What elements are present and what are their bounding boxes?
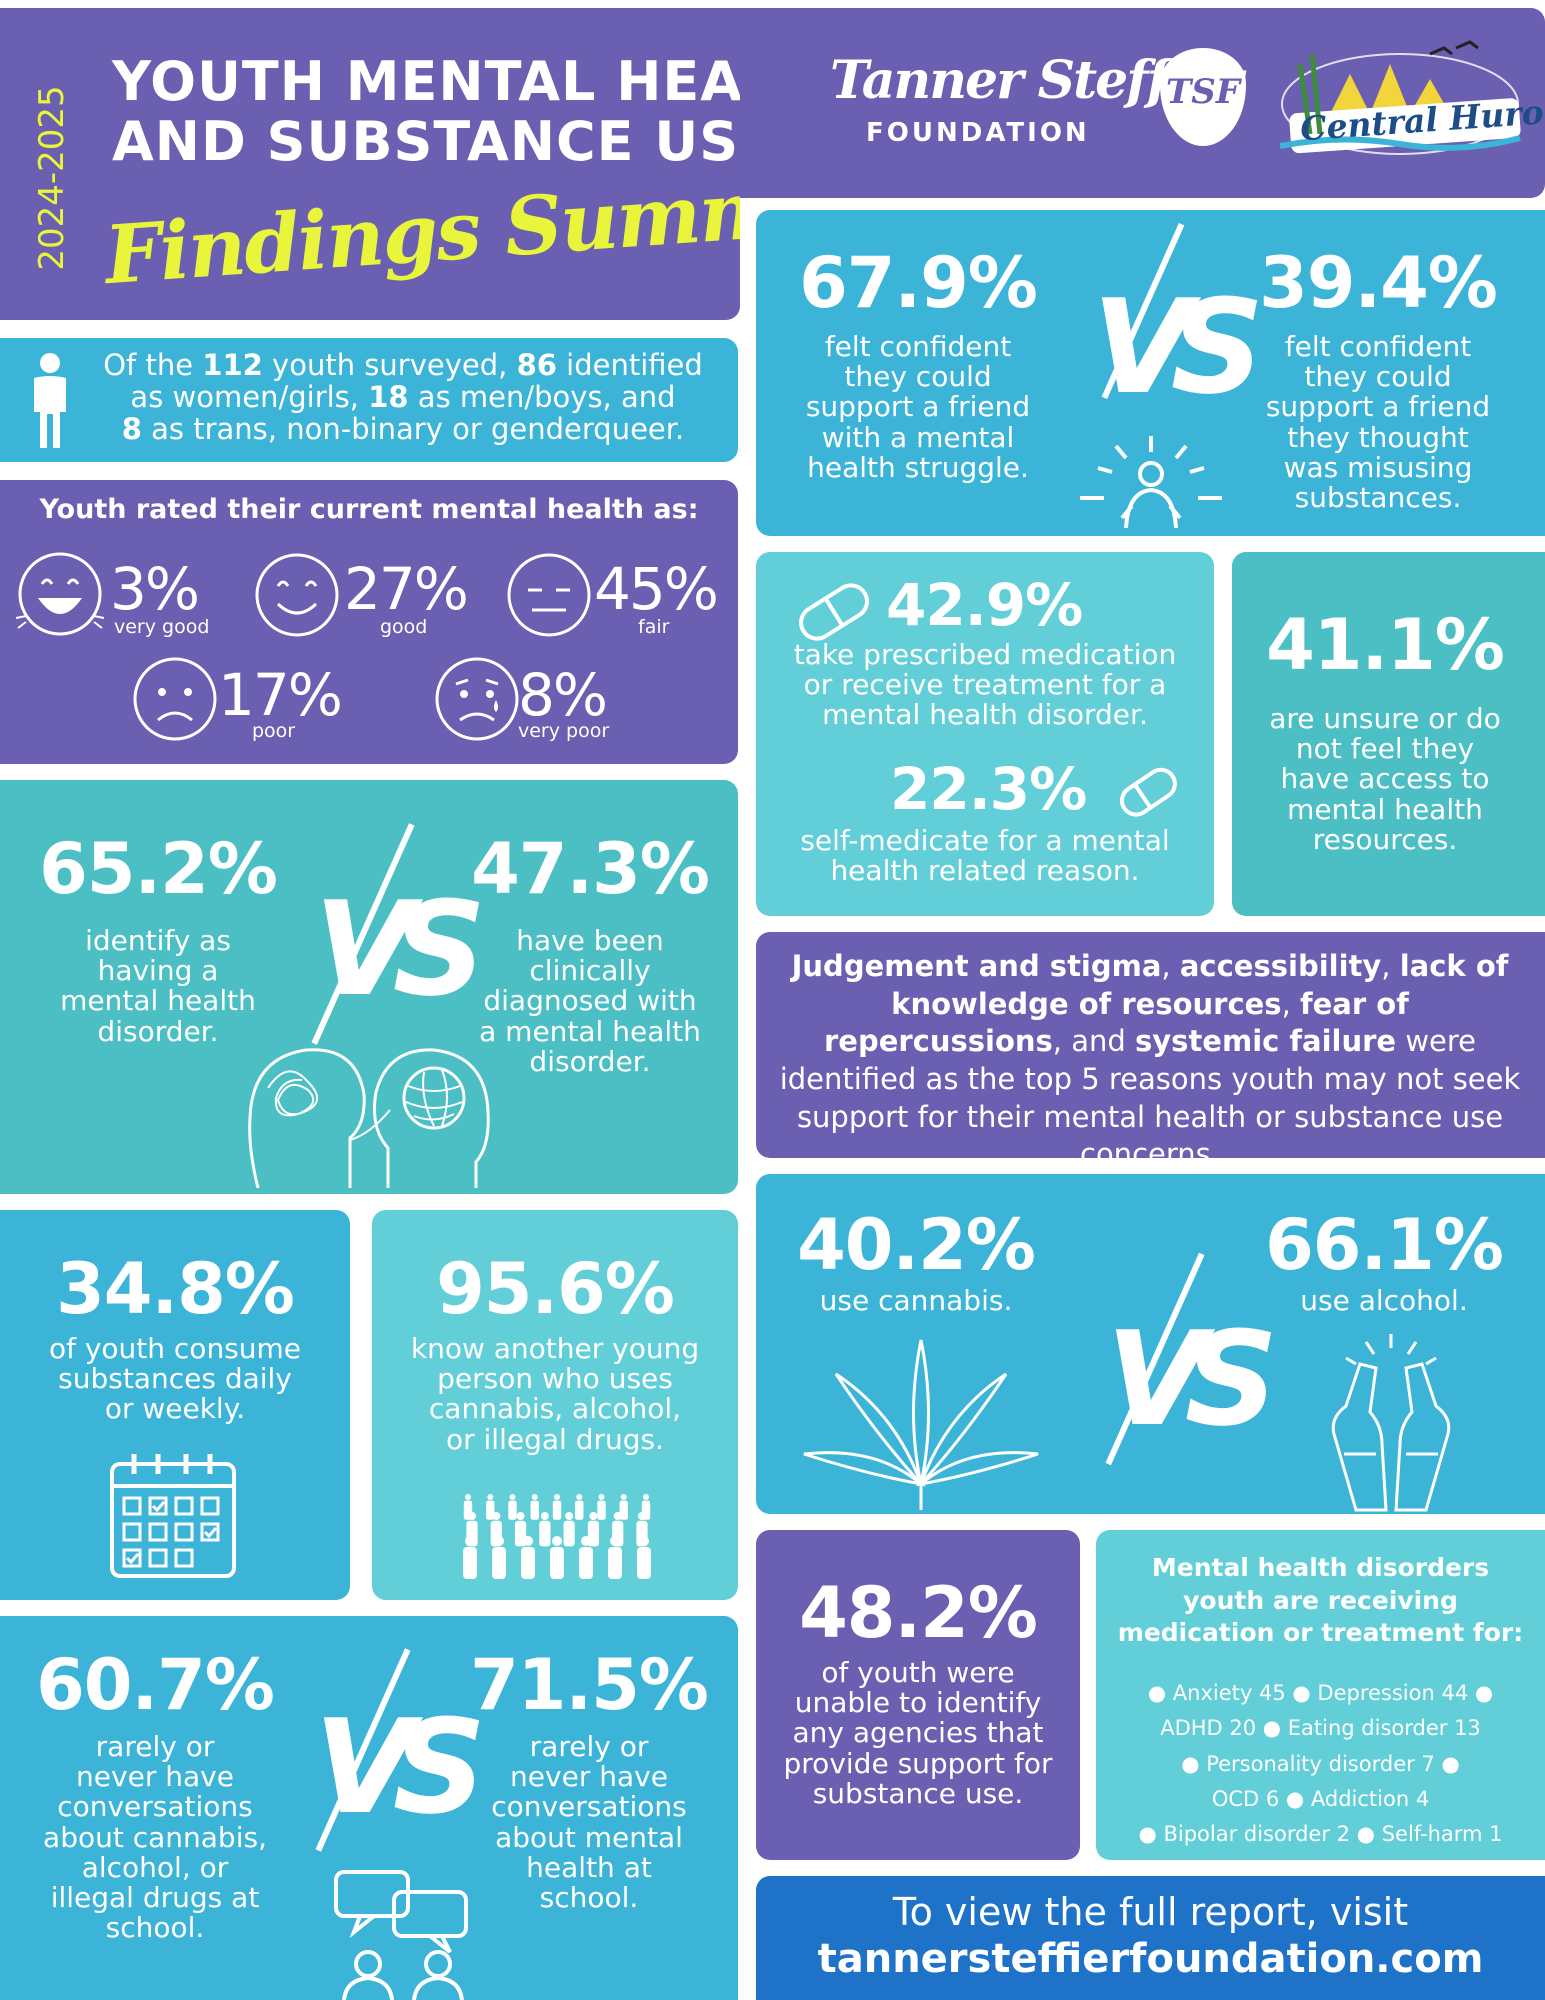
know-text: know another young person who uses cannabi…	[410, 1332, 700, 1456]
sad-face-icon	[133, 657, 217, 741]
rating-label-poor: poor	[252, 720, 296, 742]
disorders-list-line: ADHD 20 ● Eating disorder 13	[1160, 1716, 1481, 1741]
bottles-cheers-icon	[1331, 1334, 1451, 1512]
disorders-list-line: ● Bipolar disorder 2 ● Self-harm 1	[1138, 1822, 1503, 1847]
crowd-icon	[463, 1494, 651, 1579]
footer-card: To view the full report, visit tannerste…	[756, 1876, 1545, 2000]
daily-card: 34.8% of youth consume substances daily or…	[0, 1210, 350, 1600]
rating-pct-poor: 17%	[218, 661, 343, 729]
confident-person-icon	[1080, 436, 1222, 529]
rating-pct-very-poor: 8%	[518, 661, 608, 729]
survey-text: Of the 112 youth surveyed, 86 identified…	[103, 348, 703, 446]
medication-text-2: self-medicate for a mental health related…	[800, 824, 1170, 888]
reason-3: lack of knowledge of resources	[891, 949, 1509, 1021]
conversations-card: 60.7% rarely or never have conversations ab…	[0, 1616, 738, 2000]
subtitle: Findings Summary	[101, 151, 740, 303]
vs-label: VS	[1106, 1303, 1278, 1455]
header-title-block: 2024-2025 YOUTH MENTAL HEALTH AND SUBSTA…	[0, 8, 740, 320]
substance-card: 40.2% use cannabis. VS 66.1% use alcohol…	[756, 1174, 1545, 1514]
central-huron-emblem-icon	[1279, 40, 1521, 155]
disorders-card: Mental health disorders youth are receivi…	[1096, 1530, 1545, 1860]
disorders-list-line: ● Anxiety 45 ● Depression 44 ●	[1147, 1681, 1494, 1705]
neutral-face-icon	[507, 553, 591, 637]
disorders-title: Mental health disorders youth are receivi…	[1117, 1553, 1524, 1647]
daily-text: of youth consume substances daily or weekl…	[48, 1332, 302, 1426]
disorders-list-line: OCD 6 ● Addiction 4	[1211, 1786, 1430, 1811]
tsf-logo: Tanner Steffler FOUNDATION TSF	[830, 48, 1250, 160]
disorders-list: ● Anxiety 45 ● Depression 44 ● ADHD 20 ●…	[1096, 1676, 1545, 1852]
disorder-card: 65.2% identify as having a mental health di…	[0, 780, 738, 1194]
conversations-left-text: rarely or never have conversations about ca…	[43, 1730, 267, 1945]
rating-card: Youth rated their current mental health …	[0, 480, 738, 764]
central-huron-logo: Central Huron	[1270, 34, 1545, 162]
tsf-badge-text: TSF	[1166, 72, 1240, 112]
conversations-right-pct: 71.5%	[470, 1644, 709, 1726]
access-text: are unsure or do not feel they have access…	[1269, 702, 1501, 856]
reason-1: Judgement and stigma	[791, 949, 1162, 983]
agencies-pct: 48.2%	[799, 1572, 1038, 1654]
access-card: 41.1% are unsure or do not feel they have …	[1232, 552, 1545, 916]
disorder-right-text: have been clinically diagnosed with a menta…	[479, 924, 701, 1078]
medication-text-1: take prescribed medication or receive tre…	[793, 638, 1177, 732]
know-card: 95.6% know another young person who uses c…	[372, 1210, 738, 1600]
cannabis-text: use cannabis.	[819, 1284, 1013, 1317]
footer-line-1: To view the full report, visit	[892, 1890, 1409, 1934]
tsf-badge: TSF	[1160, 48, 1246, 146]
title-line-2: AND SUBSTANCE USE	[112, 110, 740, 173]
title-line-1: YOUTH MENTAL HEALTH	[112, 50, 740, 113]
very-happy-face-icon	[15, 552, 105, 636]
medication-pct-1: 42.9%	[886, 571, 1083, 639]
pill-tablet-icon	[1120, 767, 1177, 817]
worried-face-icon	[435, 657, 519, 741]
agencies-card: 48.2% of youth were unable to identify any…	[756, 1530, 1080, 1860]
reason-5: systemic failure	[1135, 1024, 1397, 1059]
rating-pct-very-good: 3%	[110, 555, 200, 623]
confidence-card: 67.9% felt confident they could support a …	[756, 210, 1545, 536]
access-pct: 41.1%	[1266, 604, 1505, 686]
smile-face-icon	[255, 553, 339, 637]
rating-label-very-poor: very poor	[518, 720, 610, 742]
person-icon	[34, 353, 66, 448]
disorder-left-text: identify as having a mental health disorder…	[60, 924, 256, 1048]
cannabis-leaf-icon	[803, 1339, 1039, 1510]
confidence-left-pct: 67.9%	[799, 242, 1038, 324]
tsf-logo-sub: FOUNDATION	[866, 118, 1090, 148]
vs-label: VS	[1092, 271, 1264, 423]
vs-label: VS	[314, 873, 486, 1025]
capsule-icon	[799, 583, 869, 641]
daily-pct: 34.8%	[56, 1248, 295, 1330]
conversation-icon	[334, 1870, 468, 2000]
confidence-right-text: felt confident they could support a friend…	[1265, 330, 1491, 515]
conversations-left-pct: 60.7%	[36, 1644, 275, 1726]
disorder-left-pct: 65.2%	[39, 828, 278, 910]
rating-label-good: good	[380, 616, 428, 638]
rating-label-fair: fair	[638, 616, 670, 638]
footer-url-link[interactable]: tannersteffierfoundation.com	[817, 1936, 1484, 1982]
rating-pct-good: 27%	[344, 555, 469, 623]
disorder-right-pct: 47.3%	[471, 828, 710, 910]
medication-card: 42.9% take prescribed medication or recei…	[756, 552, 1214, 916]
tangled-mind-icon	[248, 1048, 490, 1188]
cannabis-pct: 40.2%	[797, 1204, 1036, 1286]
calendar-icon	[110, 1454, 236, 1578]
confidence-left-text: felt confident they could support a friend…	[805, 330, 1031, 484]
survey-card: Of the 112 youth surveyed, 86 identified…	[0, 338, 738, 462]
agencies-text: of youth were unable to identify any agenc…	[783, 1656, 1053, 1810]
year-range: 2024-2025	[32, 85, 72, 271]
rating-title: Youth rated their current mental health …	[39, 494, 699, 525]
alcohol-pct: 66.1%	[1265, 1204, 1504, 1286]
reason-2: accessibility	[1179, 949, 1382, 983]
reason-4: fear of repercussions	[823, 986, 1409, 1059]
rating-pct-fair: 45%	[594, 555, 719, 623]
rating-label-very-good: very good	[114, 616, 210, 638]
alcohol-text: use alcohol.	[1300, 1284, 1468, 1317]
reasons-text: Judgement and stigma, accessibility, lac…	[779, 949, 1521, 1158]
vs-label: VS	[314, 1691, 486, 1843]
confidence-right-pct: 39.4%	[1259, 242, 1498, 324]
conversations-right-text: rarely or never have conversations about me…	[491, 1730, 687, 1915]
disorders-list-line: ● Personality disorder 7 ●	[1181, 1751, 1460, 1776]
know-pct: 95.6%	[436, 1248, 675, 1330]
medication-pct-2: 22.3%	[890, 755, 1087, 823]
reasons-card: Judgement and stigma, accessibility, lac…	[756, 932, 1545, 1158]
